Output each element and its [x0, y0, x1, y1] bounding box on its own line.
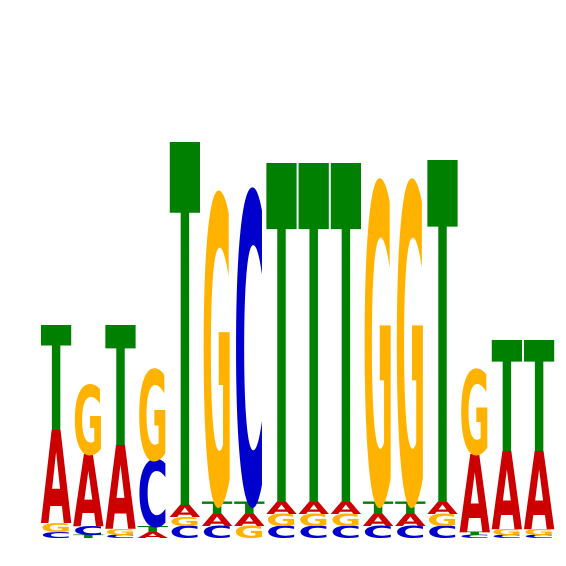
letter-c-pos-7: C: [234, 109, 265, 566]
letter-g-pos-13: G: [427, 511, 458, 530]
letter-g-pos-15: G: [492, 528, 523, 537]
letter-g-pos-12: G: [395, 99, 426, 566]
letter-a-pos-3: A: [105, 423, 136, 557]
letter-a-pos-8: A: [266, 499, 297, 518]
letter-g-pos-2: G: [73, 366, 104, 476]
letter-g-pos-3: G: [105, 528, 136, 537]
letter-a-pos-16: A: [524, 431, 555, 556]
letter-t-pos-13: T: [427, 67, 458, 566]
letter-t-pos-9: T: [298, 70, 329, 566]
letter-c-pos-5: C: [170, 524, 201, 543]
letter-t-pos-10: T: [331, 70, 362, 566]
letter-a-pos-15: A: [492, 431, 523, 556]
letter-a-pos-12: A: [395, 511, 426, 530]
letter-t-pos-11: T: [363, 499, 394, 518]
letter-a-pos-13: A: [427, 499, 458, 518]
letter-t-pos-14: T: [459, 531, 490, 536]
letter-c-pos-3: C: [105, 534, 136, 539]
letter-t-pos-15: T: [492, 311, 523, 487]
letter-g-pos-6: G: [202, 113, 233, 566]
letter-c-pos-9: C: [298, 524, 329, 543]
letter-a-pos-6: A: [202, 511, 233, 530]
letter-c-pos-10: C: [331, 524, 362, 543]
letter-g-pos-1: G: [41, 520, 72, 535]
letter-a-pos-11: A: [363, 511, 394, 530]
letter-t-pos-16: T: [524, 311, 555, 487]
letter-a-pos-1: A: [41, 406, 72, 555]
letter-c-pos-16: C: [524, 534, 555, 539]
letter-c-pos-15: C: [492, 534, 523, 539]
letter-g-pos-7: G: [234, 523, 265, 542]
letter-t-pos-4: T: [137, 524, 168, 534]
letter-g-pos-4: G: [137, 345, 168, 490]
letter-g-pos-16: G: [524, 528, 555, 537]
letter-g-pos-8: G: [266, 511, 297, 530]
letter-t-pos-12: T: [395, 499, 426, 518]
letter-a-pos-14: A: [459, 434, 490, 559]
letter-t-pos-1: T: [41, 298, 72, 465]
letter-g-pos-11: G: [363, 99, 394, 566]
letter-g-pos-10: G: [331, 511, 362, 530]
letter-a-pos-9: A: [298, 499, 329, 518]
letter-c-pos-6: C: [202, 524, 233, 543]
letter-a-pos-7: A: [234, 511, 265, 530]
letter-t-pos-3: T: [105, 294, 136, 485]
letter-a-pos-4: A: [137, 530, 169, 540]
letter-a-pos-10: A: [331, 499, 362, 518]
letter-c-pos-1: C: [41, 531, 72, 541]
letter-c-pos-2: C: [73, 524, 104, 538]
letter-g-pos-5: G: [170, 514, 201, 529]
letter-t-pos-8: T: [266, 70, 297, 566]
letter-t-pos-2: T: [73, 534, 104, 539]
letter-c-pos-13: C: [427, 524, 458, 543]
letter-c-pos-11: C: [363, 524, 394, 543]
letter-t-pos-5: T: [170, 44, 201, 566]
letter-t-pos-6: T: [202, 499, 233, 518]
letter-g-pos-9: G: [298, 511, 329, 530]
letter-c-pos-14: C: [459, 534, 490, 539]
letter-t-pos-7: T: [234, 499, 265, 518]
letter-c-pos-4: C: [137, 443, 168, 548]
letter-a-pos-2: A: [73, 434, 104, 549]
letter-g-pos-14: G: [459, 348, 490, 483]
letter-c-pos-12: C: [395, 524, 426, 543]
letter-a-pos-5: A: [170, 502, 201, 521]
letter-c-pos-8: C: [266, 524, 297, 543]
